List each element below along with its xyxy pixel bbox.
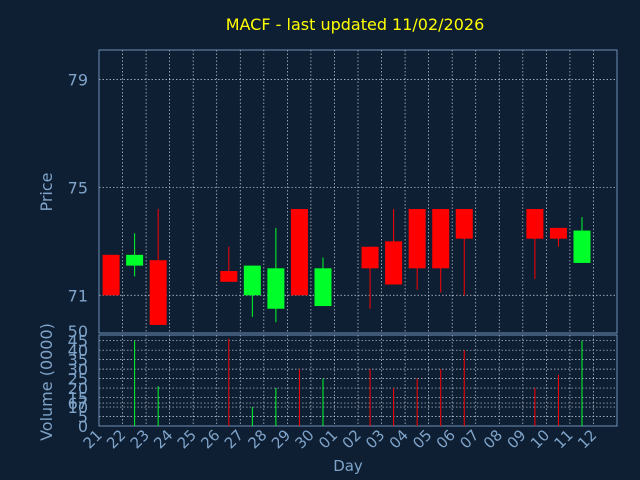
volume-tick-label: 20 — [68, 379, 88, 398]
candles — [102, 209, 591, 325]
day-tick-label: 10 — [527, 426, 553, 452]
price-plot-frame — [98, 49, 618, 334]
candle-body — [385, 241, 403, 285]
volume-tick-label: 40 — [68, 341, 88, 360]
volume-tick-label: 5 — [78, 408, 88, 427]
price-tick-labels: 71 75 79 67 — [68, 71, 88, 413]
candle-body — [267, 268, 285, 309]
day-tick-label: 07 — [456, 426, 482, 452]
volume-tick-label: 15 — [68, 389, 88, 408]
day-tick-label: 01 — [315, 426, 341, 452]
candle-body — [243, 265, 261, 296]
candle-body — [432, 209, 450, 269]
candle-body — [290, 209, 308, 296]
chart-title: MACF - last updated 11/02/2026 — [226, 15, 485, 34]
volume-tick-label: 0 — [78, 417, 88, 436]
day-tick-labels: 2122232425262728293001020304050607080910… — [80, 426, 601, 452]
day-tick-label: 03 — [362, 426, 388, 452]
day-tick-label: 30 — [292, 426, 318, 452]
day-tick-label: 24 — [150, 426, 176, 452]
volume-axis-label: Volume (0000) — [37, 323, 56, 441]
day-tick-label: 05 — [409, 426, 435, 452]
candle-body — [361, 246, 379, 269]
day-tick-label: 08 — [480, 426, 506, 452]
candle-body — [220, 271, 238, 282]
day-tick-label: 22 — [103, 426, 129, 452]
day-tick-label: 27 — [221, 426, 247, 452]
volume-tick-label: 35 — [68, 351, 88, 370]
price-tick-label: 71 — [68, 286, 88, 305]
day-axis-label: Day — [333, 457, 363, 475]
volume-tick-label: 25 — [68, 370, 88, 389]
volume-tick-label: 10 — [68, 398, 88, 417]
candle-body — [102, 254, 120, 296]
day-tick-label: 04 — [386, 426, 412, 452]
day-tick-label: 25 — [174, 426, 200, 452]
candle-body — [314, 268, 332, 307]
candle-body — [408, 209, 426, 269]
day-tick-label: 26 — [197, 426, 223, 452]
candle-body — [549, 227, 567, 239]
day-tick-label: 06 — [433, 426, 459, 452]
candle-body — [573, 230, 591, 263]
candle-body — [149, 260, 167, 325]
volume-tick-label: 45 — [68, 332, 88, 351]
price-tick-label: 67 — [68, 394, 88, 413]
candle-body — [526, 209, 544, 239]
price-tick-label: 79 — [68, 71, 88, 90]
volume-plot-frame — [98, 334, 618, 427]
day-tick-label: 23 — [127, 426, 153, 452]
volume-grid — [99, 335, 617, 427]
volume-tick-label: 50 — [68, 322, 88, 341]
candle-body — [455, 209, 473, 239]
volume-tick-label: 30 — [68, 360, 88, 379]
price-axis-label: Price — [37, 172, 56, 211]
day-tick-label: 28 — [244, 426, 270, 452]
price-tick-label: 75 — [68, 178, 88, 197]
day-tick-label: 09 — [503, 426, 529, 452]
volume-bars — [134, 338, 583, 426]
day-tick-label: 02 — [339, 426, 365, 452]
candle-body — [126, 254, 144, 266]
day-tick-label: 11 — [551, 426, 577, 452]
day-tick-label: 29 — [268, 426, 294, 452]
price-grid — [99, 50, 617, 404]
day-tick-label: 12 — [574, 426, 600, 452]
